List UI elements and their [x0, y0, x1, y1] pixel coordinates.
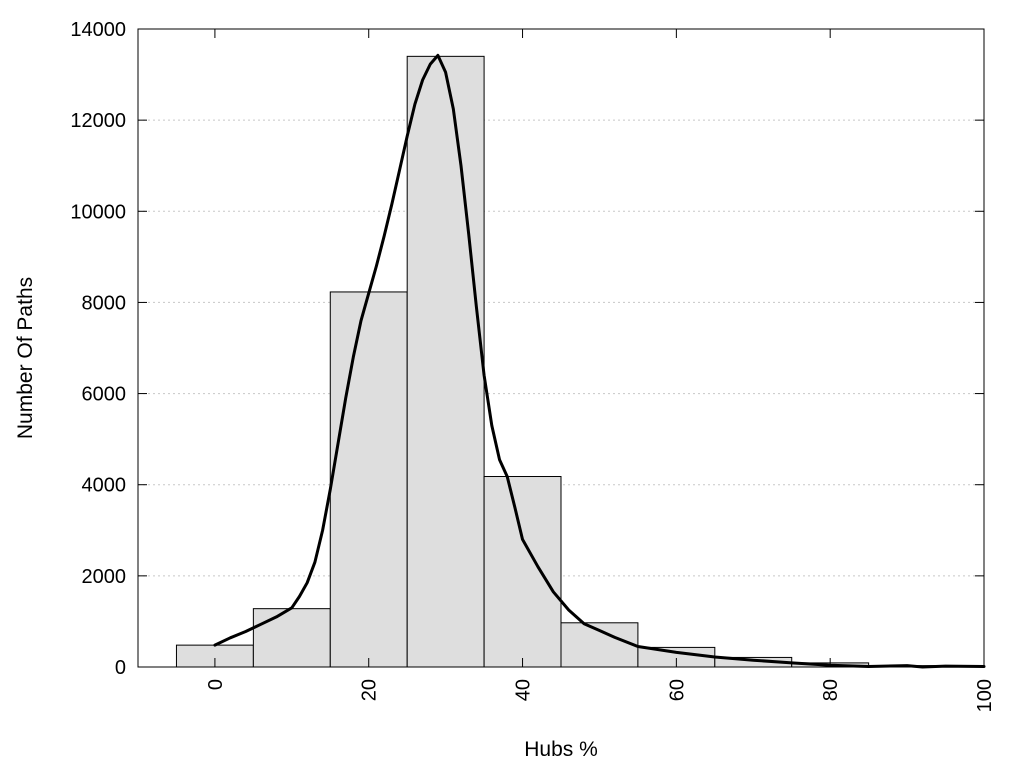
x-tick-label: 0 [205, 679, 227, 690]
x-tick-label: 40 [513, 679, 535, 701]
axis-ticks [138, 28, 985, 668]
x-axis-title: Hubs % [524, 738, 598, 761]
y-tick-label: 8000 [82, 292, 127, 314]
density-curve [213, 53, 986, 669]
x-tick-label: 100 [974, 679, 996, 712]
y-axis-title: Number Of Paths [14, 277, 37, 439]
plot-area-frame [137, 28, 985, 668]
histogram-bars [175, 55, 985, 668]
histogram-bar [252, 608, 331, 668]
histogram-bar [329, 291, 408, 668]
y-tick-label: 2000 [82, 566, 127, 588]
x-tick-label: 60 [666, 679, 688, 701]
y-tick-label: 14000 [70, 19, 126, 41]
density-curve-layer [213, 53, 986, 669]
y-tick-label: 12000 [70, 110, 126, 132]
histogram-bar [483, 476, 562, 668]
grid-lines [138, 119, 984, 577]
tick-labels: 0 2000 4000 6000 8000 10000 12000 14000 0 20 40 60 8… [70, 19, 996, 712]
y-tick-label: 10000 [70, 201, 126, 223]
y-tick-label: 6000 [82, 384, 127, 406]
histogram-bar [406, 55, 485, 668]
x-tick-label: 20 [359, 679, 381, 701]
y-tick-label: 0 [115, 657, 126, 679]
y-tick-label: 4000 [82, 475, 127, 497]
x-tick-label: 80 [820, 679, 842, 701]
